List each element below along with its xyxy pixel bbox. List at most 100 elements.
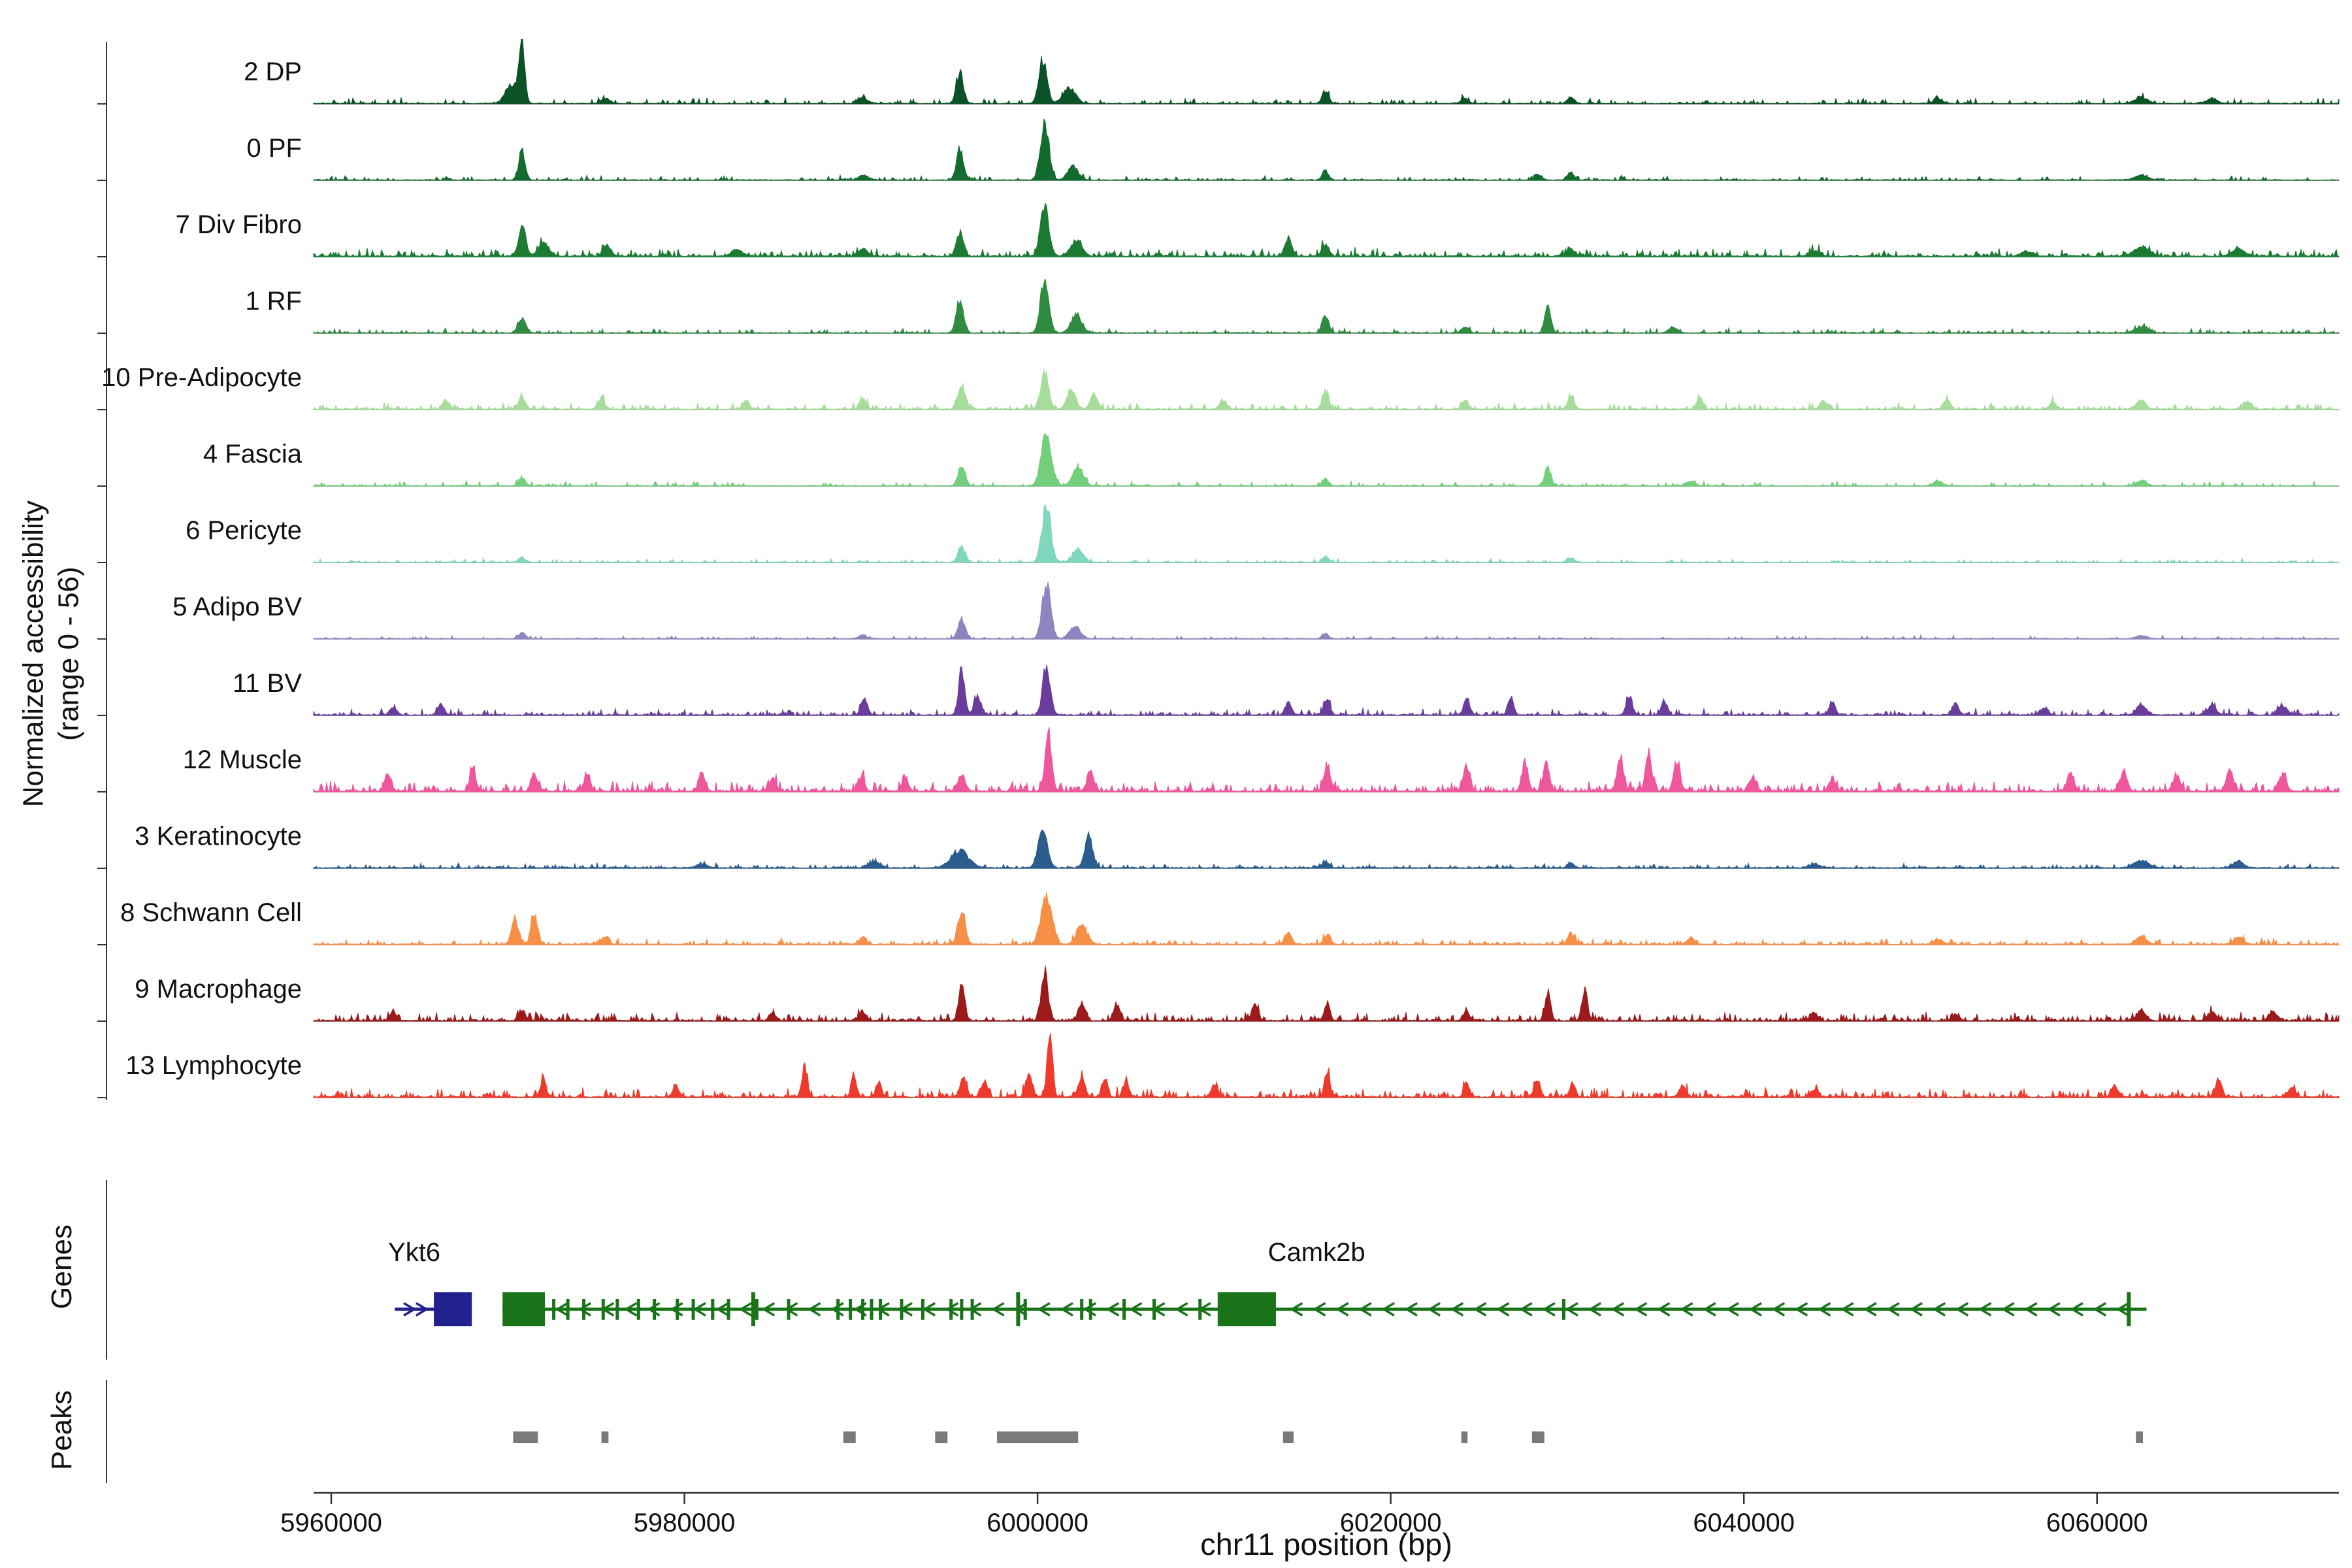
track-3-keratinocyte: 3 Keratinocyte [135,822,2340,869]
gene-label: Camk2b [1268,1238,1365,1267]
strand-arrow-icon [1404,1301,1418,1317]
strand-arrow-icon [715,1301,729,1317]
peaks-section [106,1380,2143,1483]
track-7-div-fibro: 7 Div Fibro [176,202,2340,258]
strand-arrow-icon [1313,1301,1326,1317]
strand-arrow-icon [2093,1301,2107,1317]
track-5-adipo-bv: 5 Adipo BV [172,581,2340,640]
strand-arrow-icon [670,1301,683,1317]
track-signal [313,39,2340,105]
x-axis-tick-label: 6060000 [2046,1509,2148,1537]
gene-exon-tick [676,1299,679,1320]
gene-ykt6: Ykt6 [388,1238,472,1326]
strand-arrow-icon [600,1301,615,1317]
gene-exon-box [434,1292,472,1326]
track-signal [313,664,2340,717]
track-1-rf: 1 RF [245,278,2340,335]
track-signal [313,369,2340,411]
strand-arrow-icon [968,1301,982,1317]
track-2-dp: 2 DP [244,39,2340,105]
peak-region [1461,1431,1468,1443]
track-signal [313,829,2340,869]
track-label: 10 Pre-Adipocyte [101,363,302,392]
strand-arrow-icon [1175,1301,1188,1317]
x-axis: 5960000 5980000 6000000 6020000 6040000 60600… [280,1492,2339,1537]
strand-arrow-icon [1542,1301,1556,1317]
track-signal [313,892,2340,945]
strand-arrow-icon [1037,1301,1051,1317]
strand-arrow-icon [899,1301,913,1317]
track-label: 2 DP [244,57,302,86]
y-axis-label-line2: (range 0 - 56) [52,566,84,741]
strand-arrow-icon [1955,1301,1969,1317]
strand-arrow-icon [1794,1301,1808,1317]
track-label: 7 Div Fibro [176,210,302,239]
strand-arrow-icon [785,1301,798,1317]
track-label: 4 Fascia [203,440,302,468]
peak-region [513,1431,538,1443]
track-label: 1 RF [245,287,302,316]
strand-arrow-icon [922,1301,936,1317]
strand-arrow-icon [738,1301,753,1317]
strand-arrow-icon [1748,1301,1763,1317]
gene-exon-tick [1562,1299,1566,1320]
gene-exon-tick [727,1299,730,1320]
strand-arrow-icon [1634,1301,1648,1317]
gene-exon-tick [861,1299,865,1320]
gene-exon-box [1217,1292,1276,1326]
strand-arrow-icon [1198,1301,1211,1317]
strand-arrow-icon [1840,1301,1854,1317]
gene-exon-tick [949,1299,953,1320]
strand-arrow-icon [1978,1301,1992,1317]
gene-exon-tick [636,1299,640,1320]
strand-arrow-icon [1427,1301,1441,1317]
x-axis-title: chr11 position (bp) [1200,1527,1452,1561]
track-signal [313,503,2340,563]
strand-arrow-icon [991,1301,1005,1317]
strand-arrow-icon [1610,1301,1625,1317]
tracks-axis-bracket [97,42,107,1100]
gene-exon-tick [960,1299,964,1320]
track-label: 6 Pericyte [186,516,302,545]
track-label: 12 Muscle [183,745,302,774]
strand-arrow-icon [1588,1301,1602,1317]
track-10-pre-adipocyte: 10 Pre-Adipocyte [101,363,2340,411]
strand-arrow-icon [1129,1301,1143,1317]
strand-arrow-icon [1725,1301,1739,1317]
strand-arrow-icon [761,1301,776,1317]
gene-exon-tick [552,1299,556,1320]
x-axis-tick-label: 6000000 [987,1509,1088,1537]
track-13-lymphocyte: 13 Lymphocyte [125,1033,2340,1099]
track-signal [313,965,2340,1022]
strand-arrow-icon [1289,1301,1303,1317]
y-axis-label-line1: Normalized accessibility [17,500,50,808]
strand-arrow-icon [1496,1301,1510,1317]
strand-arrow-icon [1886,1301,1900,1317]
strand-arrow-icon [1335,1301,1349,1317]
peak-region [1282,1431,1294,1443]
track-11-bv: 11 BV [233,664,2340,717]
strand-arrow-icon [1657,1301,1671,1317]
strand-arrow-icon [1703,1301,1716,1317]
track-signal [313,118,2340,182]
peak-region [935,1431,948,1443]
gene-exon-tick [615,1299,619,1320]
gene-exon-tick [1122,1299,1126,1320]
track-label: 9 Macrophage [135,975,302,1004]
strand-arrow-icon [647,1301,661,1317]
gene-exon-tick [653,1299,657,1320]
track-signal [313,581,2340,640]
peak-region [996,1431,1079,1443]
strand-arrow-icon [876,1301,890,1317]
track-signal [313,278,2340,335]
track-6-pericyte: 6 Pericyte [186,503,2340,563]
gene-exon-tick-tall [751,1292,755,1326]
gene-exon-tick [1088,1299,1092,1320]
x-axis-tick-label: 6040000 [1693,1509,1795,1537]
gene-exon-box [502,1292,546,1326]
track-0-pf: 0 PF [247,118,2340,182]
strand-arrow-icon [1565,1301,1578,1317]
strand-arrow-icon [1680,1301,1693,1317]
